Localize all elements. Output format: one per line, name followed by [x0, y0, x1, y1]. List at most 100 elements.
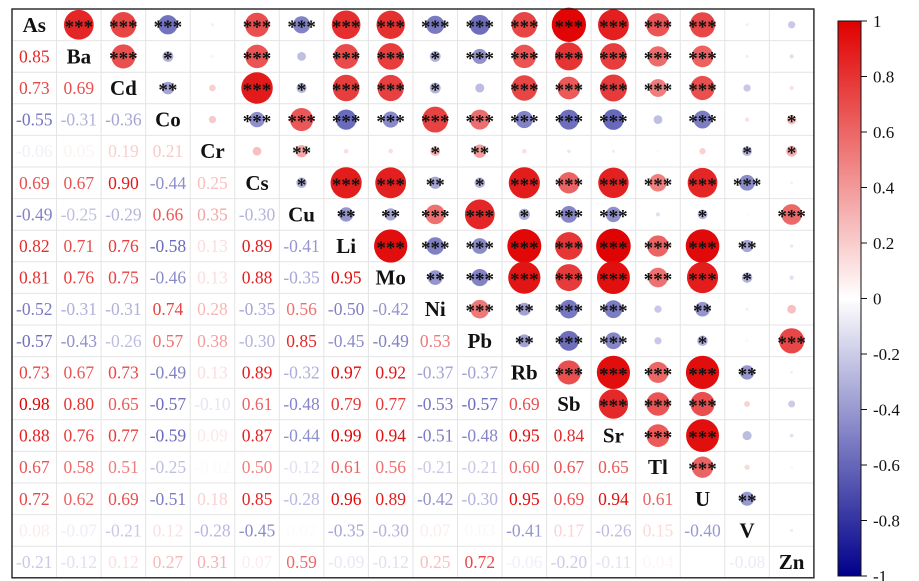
significance-stars: ***: [599, 301, 628, 322]
correlation-circle: [567, 149, 571, 153]
correlation-value: -0.11: [596, 552, 632, 572]
correlation-value: -0.55: [16, 110, 53, 130]
correlation-circle: [511, 12, 538, 38]
matrix-frame: [11, 8, 815, 579]
significance-stars: ***: [644, 48, 673, 69]
significance-stars: ***: [688, 48, 717, 69]
correlation-circle: [789, 275, 794, 280]
correlation-value: 0.81: [19, 268, 50, 288]
correlation-circle: [511, 75, 538, 101]
correlation-circle: [790, 497, 794, 501]
correlation-circle: [739, 365, 755, 380]
significance-stars: ***: [688, 459, 717, 480]
correlation-circle: [469, 109, 490, 130]
correlation-circle: [512, 44, 537, 69]
variable-label: V: [739, 518, 754, 542]
correlation-value: -0.37: [462, 362, 499, 382]
correlation-value: -0.30: [239, 204, 276, 224]
correlation-circle: [605, 332, 622, 350]
variable-label: Ni: [425, 297, 446, 321]
correlation-value: -0.26: [105, 331, 142, 351]
correlation-value: -0.45: [239, 520, 276, 540]
correlation-value: 0.79: [331, 394, 362, 414]
correlation-value: -0.35: [283, 268, 320, 288]
significance-stars: ***: [243, 112, 272, 133]
correlation-value: 0.67: [554, 457, 585, 477]
correlation-circle: [611, 149, 615, 153]
correlation-value: -0.29: [105, 204, 142, 224]
correlation-value: 0.00: [687, 552, 718, 572]
correlation-value: 0.13: [197, 362, 228, 382]
significance-stars: ***: [287, 17, 316, 38]
correlation-circle: [781, 204, 802, 225]
correlation-circle: [515, 111, 533, 129]
significance-stars: **: [470, 143, 489, 164]
correlation-circle: [508, 167, 540, 199]
correlation-circle: [656, 149, 660, 153]
significance-stars: ***: [644, 364, 673, 385]
significance-stars: ***: [510, 175, 539, 196]
correlation-value: 0.77: [108, 426, 139, 446]
correlation-circle: [647, 46, 669, 67]
significance-stars: ***: [466, 17, 495, 38]
correlation-value: -0.51: [150, 489, 186, 509]
correlation-value: -0.58: [150, 236, 187, 256]
correlation-circle: [209, 84, 216, 92]
correlation-circle: [790, 181, 794, 185]
significance-stars: ***: [376, 17, 405, 38]
significance-stars: ***: [109, 48, 138, 69]
significance-stars: ***: [599, 48, 628, 69]
significance-stars: ***: [599, 112, 628, 133]
significance-stars: ***: [510, 112, 539, 133]
correlation-value: 0.92: [375, 362, 406, 382]
correlation-value: 0.94: [375, 426, 406, 446]
correlation-value: 0.74: [153, 299, 184, 319]
significance-stars: ***: [644, 270, 673, 291]
significance-stars: ***: [376, 112, 405, 133]
correlation-value: 0.67: [64, 173, 95, 193]
variable-label: Sr: [603, 424, 624, 448]
significance-stars: ***: [599, 396, 628, 417]
correlation-circle: [111, 44, 136, 69]
correlation-value: -0.06: [506, 552, 543, 572]
significance-stars: **: [515, 333, 534, 354]
correlation-circle: [557, 76, 581, 100]
correlation-value: -0.36: [105, 110, 142, 130]
correlation-value: 0.66: [153, 204, 184, 224]
colorbar-tick-label: -0.6: [873, 456, 900, 475]
correlation-value: -0.28: [194, 520, 231, 540]
significance-stars: ***: [688, 364, 717, 385]
correlation-circle: [655, 212, 661, 217]
correlation-circle: [559, 299, 579, 319]
correlation-value: -0.31: [105, 299, 141, 319]
correlation-value: 0.71: [64, 236, 95, 256]
correlation-value: 0.03: [464, 520, 495, 540]
significance-stars: **: [738, 364, 757, 385]
correlation-value: 0.13: [197, 268, 228, 288]
correlation-value: -0.42: [417, 489, 453, 509]
correlation-circle: [517, 334, 531, 348]
correlation-circle: [697, 209, 708, 220]
colorbar-gradient: [837, 20, 862, 577]
grid-lines: [12, 9, 814, 578]
correlation-circle: [343, 148, 349, 154]
correlation-value: 0.12: [153, 520, 184, 540]
correlation-value: 0.69: [509, 394, 540, 414]
correlation-circle: [744, 117, 750, 122]
significance-stars: ***: [421, 112, 450, 133]
correlation-circle: [376, 10, 405, 39]
correlation-value: 0.27: [153, 552, 184, 572]
correlation-circle: [788, 400, 796, 408]
correlation-value: 0.56: [375, 457, 406, 477]
correlation-value: 0.89: [375, 489, 406, 509]
correlation-circle: [744, 464, 750, 470]
significance-stars: ***: [644, 175, 673, 196]
significance-stars: *: [297, 80, 307, 101]
correlation-circle: [375, 167, 407, 199]
significance-stars: *: [430, 48, 440, 69]
significance-stars: ***: [243, 17, 272, 38]
significance-stars: **: [426, 270, 445, 291]
correlation-circle: [745, 54, 749, 58]
significance-stars: ***: [599, 333, 628, 354]
correlation-value: 0.25: [197, 173, 228, 193]
